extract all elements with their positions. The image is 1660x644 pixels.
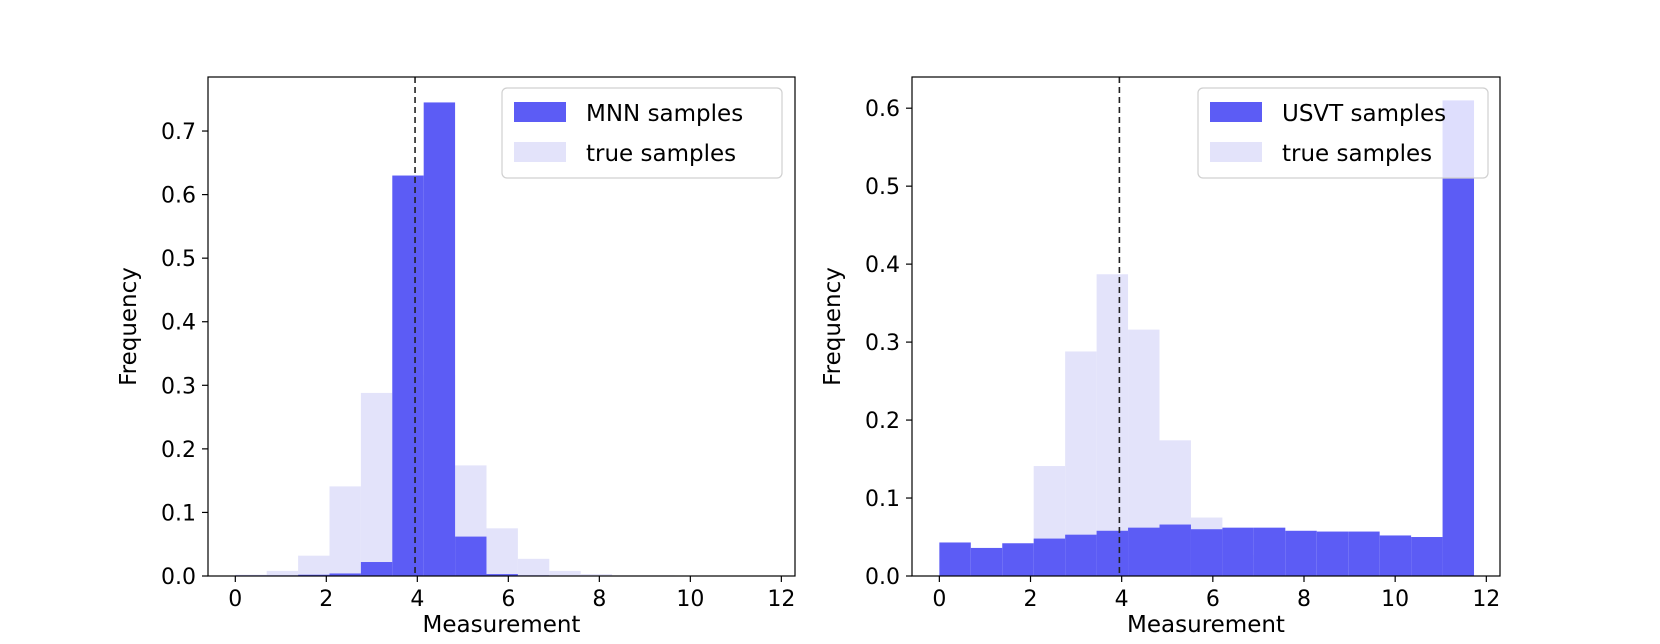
histogram-bar bbox=[1253, 527, 1286, 576]
histogram-bar bbox=[1096, 274, 1129, 576]
y-tick-label: 0.2 bbox=[161, 438, 196, 463]
histogram-bar bbox=[360, 392, 393, 576]
x-tick-label: 8 bbox=[1297, 587, 1311, 612]
histogram-bar bbox=[329, 486, 361, 576]
x-axis-label: Measurement bbox=[423, 612, 581, 638]
histogram-bar bbox=[329, 573, 361, 576]
legend-label: MNN samples bbox=[586, 101, 743, 127]
histogram-bar bbox=[1033, 538, 1066, 576]
histogram-bar bbox=[1190, 529, 1223, 576]
x-axis-label: Measurement bbox=[1127, 612, 1285, 638]
y-tick-label: 0.5 bbox=[161, 247, 196, 272]
histogram-chart-usvt: 0 2 4 6 8 10 12 0.0 0.1 0.2 0.3 0.4 0.5 0.6 Measuremen… bbox=[820, 76, 1501, 638]
legend-box bbox=[1197, 87, 1489, 179]
histogram-bar bbox=[939, 542, 971, 576]
y-tick-label: 0.4 bbox=[865, 253, 900, 278]
y-tick-label: 0.7 bbox=[161, 120, 196, 145]
x-tick-label: 4 bbox=[1115, 587, 1129, 612]
histogram-bar bbox=[266, 570, 299, 576]
histogram-bar bbox=[1065, 534, 1097, 576]
histogram-bar bbox=[549, 570, 581, 576]
histogram-bar bbox=[298, 574, 330, 576]
x-tick-label: 4 bbox=[410, 587, 424, 612]
x-tick-label: 12 bbox=[1472, 587, 1500, 612]
histogram-bar bbox=[1379, 535, 1412, 576]
histogram-bar bbox=[517, 558, 550, 576]
legend: MNN samples true samples bbox=[501, 87, 783, 179]
histogram-bar bbox=[1316, 531, 1349, 576]
histogram-bar bbox=[486, 574, 518, 576]
histogram-bar bbox=[423, 102, 456, 576]
legend-box bbox=[501, 87, 783, 179]
x-tick-label: 10 bbox=[1381, 587, 1409, 612]
histogram-bar bbox=[1096, 530, 1129, 576]
histogram-bar bbox=[1442, 100, 1475, 576]
legend: USVT samples true samples bbox=[1197, 87, 1489, 179]
histogram-chart-mnn: 0 2 4 6 8 10 12 0.0 0.1 0.2 0.3 0.4 0.5 0.6 0.7 Measure… bbox=[116, 76, 796, 638]
legend-swatch bbox=[514, 102, 566, 122]
y-tick-label: 0.3 bbox=[865, 331, 900, 356]
histogram-bar bbox=[486, 528, 518, 576]
histogram-bar bbox=[455, 536, 487, 576]
y-tick-label: 0.0 bbox=[865, 565, 900, 590]
histogram-bar bbox=[970, 547, 1003, 576]
x-tick-label: 10 bbox=[676, 587, 704, 612]
histogram-bar bbox=[1285, 530, 1317, 576]
histogram-bar bbox=[298, 555, 330, 576]
y-tick-label: 0.4 bbox=[161, 311, 196, 336]
y-axis-label: Frequency bbox=[820, 267, 846, 386]
legend-label: true samples bbox=[586, 141, 736, 167]
legend-swatch bbox=[514, 142, 566, 162]
histogram-bar bbox=[360, 562, 393, 576]
x-tick-label: 8 bbox=[592, 587, 606, 612]
legend-label: true samples bbox=[1282, 141, 1432, 167]
y-axis-label: Frequency bbox=[116, 267, 142, 386]
histogram-bar bbox=[1222, 527, 1254, 576]
y-tick-label: 0.6 bbox=[865, 97, 900, 122]
legend-swatch bbox=[1210, 102, 1262, 122]
x-tick-label: 6 bbox=[501, 587, 515, 612]
x-tick-label: 2 bbox=[1024, 587, 1038, 612]
histogram-bar bbox=[1159, 524, 1191, 576]
series-1 bbox=[235, 102, 550, 576]
histogram-bar bbox=[1002, 543, 1034, 576]
x-tick-label: 0 bbox=[932, 587, 946, 612]
y-tick-label: 0.2 bbox=[865, 409, 900, 434]
y-tick-label: 0.1 bbox=[161, 501, 196, 526]
x-tick-label: 6 bbox=[1206, 587, 1220, 612]
axes-frame bbox=[911, 76, 1501, 577]
series-1 bbox=[939, 100, 1475, 576]
legend-label: USVT samples bbox=[1282, 101, 1446, 127]
x-tick-label: 12 bbox=[767, 587, 795, 612]
axes-frame bbox=[207, 76, 796, 577]
y-tick-label: 0.1 bbox=[865, 487, 900, 512]
histogram-bar bbox=[392, 175, 424, 576]
y-tick-label: 0.0 bbox=[161, 565, 196, 590]
y-tick-label: 0.6 bbox=[161, 184, 196, 209]
x-tick-label: 0 bbox=[228, 587, 242, 612]
legend-swatch bbox=[1210, 142, 1262, 162]
y-tick-label: 0.5 bbox=[865, 175, 900, 200]
y-tick-label: 0.3 bbox=[161, 374, 196, 399]
histogram-bar bbox=[1348, 531, 1380, 576]
x-tick-label: 2 bbox=[319, 587, 333, 612]
histogram-bar bbox=[580, 574, 613, 576]
histogram-bar bbox=[1128, 527, 1160, 576]
histogram-bar bbox=[1411, 537, 1443, 576]
